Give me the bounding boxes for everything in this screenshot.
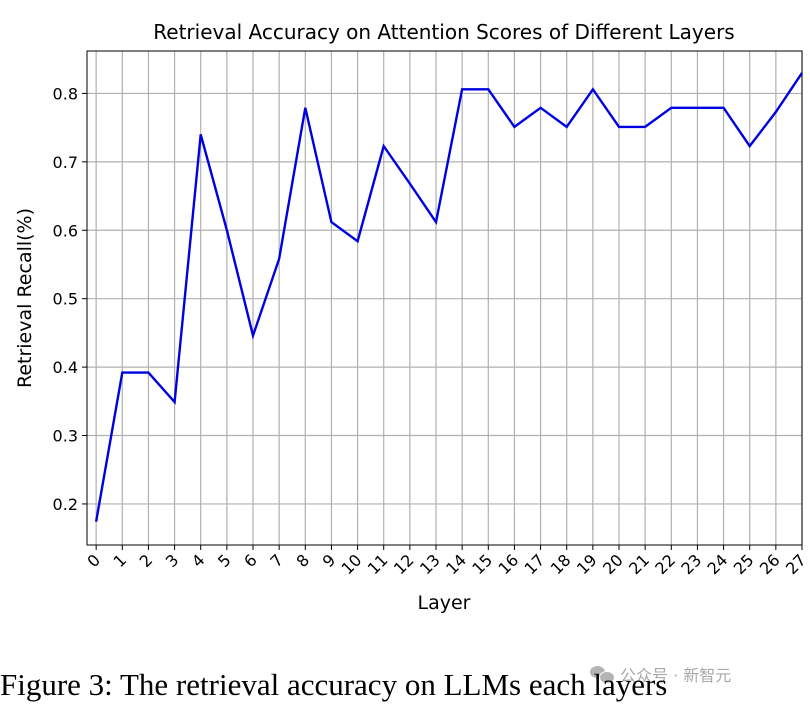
x-tick-label: 18 [547,550,575,578]
x-tick-label: 25 [730,550,758,578]
x-tick-label: 12 [390,550,418,578]
x-tick-label: 24 [704,550,732,578]
x-tick-label: 11 [364,550,392,578]
plot-frame [86,50,803,546]
wechat-icon [590,664,615,684]
x-tick-label: 22 [651,550,679,578]
watermark: 公众号 · 新智元 [590,660,731,688]
x-tick-label: 15 [468,550,496,578]
x-tick-label: 13 [416,550,444,578]
x-tick-label: 8 [292,550,313,571]
x-tick-label: 21 [625,550,653,578]
x-tick-label: 27 [782,550,810,578]
x-tick-label: 23 [677,550,705,578]
x-tick-label: 26 [756,550,784,578]
y-tick-label: 0.5 [53,290,78,309]
x-axis-label: Layer [418,592,471,614]
y-tick-label: 0.4 [53,358,78,377]
x-tick-label: 7 [266,550,287,571]
series-group [94,72,803,522]
grid [87,51,803,545]
x-tick-label: 19 [573,550,601,578]
x-tick-label: 16 [494,550,522,578]
y-tick-label: 0.6 [53,221,78,240]
x-tick-label: 2 [136,550,157,571]
y-tick-label: 0.8 [53,84,78,103]
watermark-text: 公众号 · 新智元 [620,666,732,685]
x-axis: 0 1 2 3 4 5 6 7 8 9101112131415161718192021222324… [83,545,810,578]
x-tick-label: 10 [338,550,366,578]
x-tick-label: 9 [319,550,340,571]
y-axis-label: Retrieval Recall(%) [14,208,36,388]
x-tick-label: 1 [109,550,130,571]
x-tick-label: 5 [214,550,235,571]
x-tick-label: 20 [599,550,627,578]
x-tick-label: 0 [83,550,104,571]
line-chart: Retrieval Accuracy on Attention Scores o… [14,20,810,614]
x-tick-label: 17 [521,550,549,578]
series-line [94,72,803,522]
chart-title: Retrieval Accuracy on Attention Scores o… [153,20,734,44]
y-tick-label: 0.7 [53,153,78,172]
x-tick-label: 14 [442,550,470,578]
x-tick-label: 6 [240,550,261,571]
figure-caption: Figure 3: The retrieval accuracy on LLMs… [0,667,668,702]
x-tick-label: 4 [188,550,209,571]
y-tick-label: 0.2 [53,495,78,514]
y-axis: 0.2 0.3 0.4 0.5 0.6 0.7 0.8 [53,84,87,514]
x-tick-label: 3 [162,550,183,571]
y-tick-label: 0.3 [53,427,78,446]
